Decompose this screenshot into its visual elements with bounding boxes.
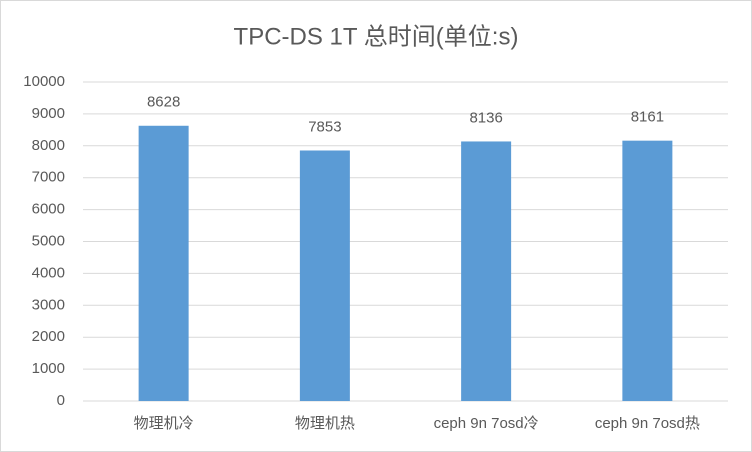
- y-tick-label: 2000: [32, 328, 65, 345]
- bar: [299, 150, 350, 401]
- x-tick-label: 物理机冷: [134, 415, 194, 432]
- data-label: 8161: [631, 109, 664, 126]
- y-tick-label: 4000: [32, 264, 65, 281]
- y-tick-label: 0: [57, 392, 65, 409]
- y-tick-label: 5000: [32, 232, 65, 249]
- bar: [461, 141, 512, 401]
- chart-title: TPC-DS 1T 总时间(单位:s): [234, 23, 519, 50]
- x-tick-label: 物理机热: [295, 415, 355, 432]
- x-tick-label: ceph 9n 7osd冷: [434, 415, 539, 432]
- data-label: 7853: [308, 118, 341, 135]
- y-tick-label: 9000: [32, 105, 65, 122]
- y-tick-label: 1000: [32, 360, 65, 377]
- y-tick-label: 3000: [32, 296, 65, 313]
- bar: [622, 140, 673, 401]
- y-tick-label: 10000: [23, 73, 65, 90]
- data-label: 8628: [147, 94, 180, 111]
- bar: [138, 125, 189, 402]
- y-tick-label: 6000: [32, 201, 65, 218]
- data-label: 8136: [469, 109, 502, 126]
- x-tick-label: ceph 9n 7osd热: [595, 415, 700, 432]
- y-tick-label: 8000: [32, 137, 65, 154]
- y-tick-label: 7000: [32, 169, 65, 186]
